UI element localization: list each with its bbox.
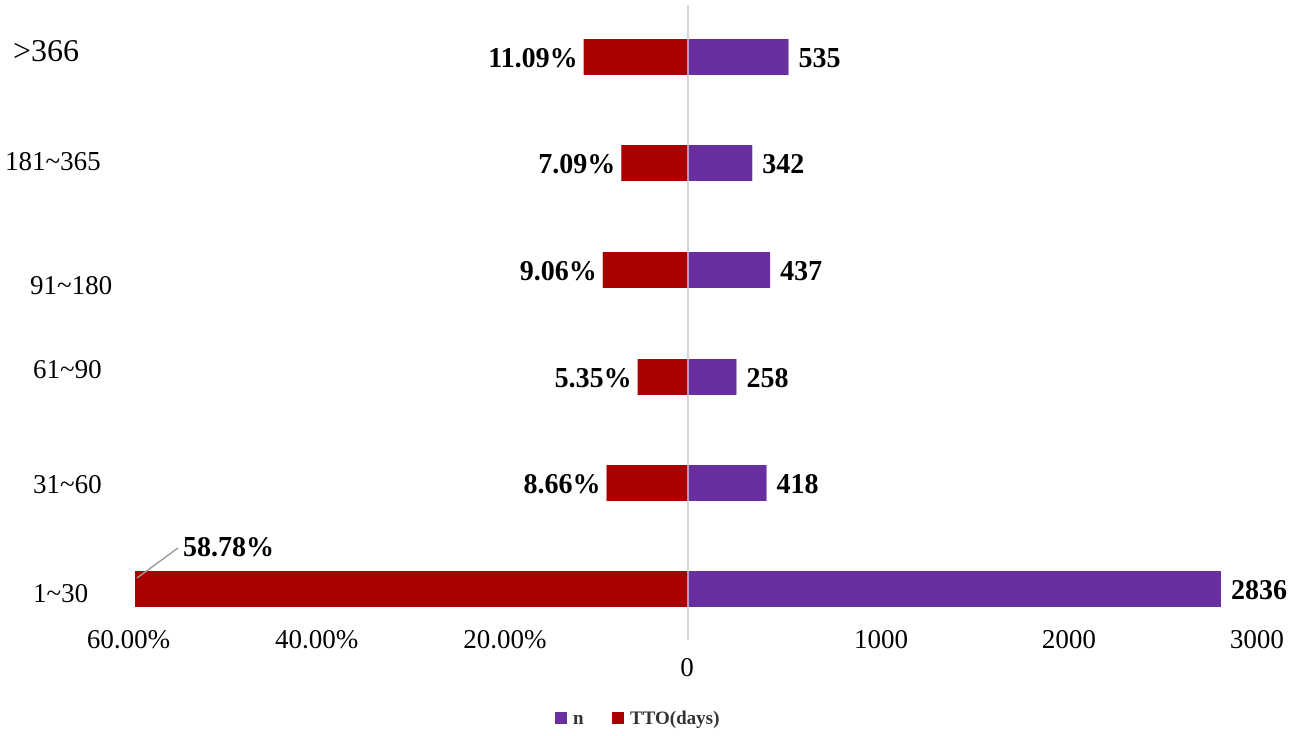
left-tick-2: 20.00% [463,624,546,654]
bar-n-2 [688,359,737,395]
left-tick-0: 60.00% [87,624,170,654]
bars-layer [135,39,1221,607]
bar-tto-4 [621,145,688,181]
bar-n-1 [688,465,767,501]
bar-tto-5 [583,39,688,75]
bar-tto-2 [637,359,688,395]
category-label-3: 91~180 [30,270,112,300]
bar-n-4 [688,145,753,181]
bar-n-0 [688,571,1221,607]
bar-n-5 [688,39,789,75]
category-labels: 1~30 31~60 61~90 91~180 181~365 >366 [5,32,112,608]
value-label-n-1: 418 [777,469,819,500]
bar-tto-1 [606,465,688,501]
value-label-tto-0: 58.78% [183,532,274,563]
value-label-tto-4: 7.09% [538,149,615,180]
value-label-n-2: 258 [746,363,788,394]
value-label-tto-2: 5.35% [555,363,632,394]
legend-label-0: n [573,708,584,729]
right-tick-2: 3000 [1230,624,1284,654]
category-label-5: >366 [13,32,79,68]
bar-tto-3 [602,252,688,288]
category-label-2: 61~90 [33,354,102,384]
bar-tto-0 [135,571,688,607]
value-label-n-0: 2836 [1231,575,1287,606]
right-tick-0: 1000 [854,624,908,654]
legend-swatch-0 [555,712,567,724]
value-label-n-5: 535 [799,43,841,74]
bar-n-3 [688,252,771,288]
legend: n TTO(days) [555,708,719,729]
category-label-4: 181~365 [5,146,101,176]
value-label-n-4: 342 [762,149,804,180]
center-zero-label: 0 [680,652,694,682]
callout-leader-line [136,547,179,579]
category-label-1: 31~60 [33,469,102,499]
value-label-tto-5: 11.09% [488,43,577,74]
value-labels: 2836 58.78% 418 8.66% 258 5.35% 437 9.06% 342 7.0… [136,43,1287,606]
legend-label-1: TTO(days) [630,708,719,729]
axis-tick-labels: 60.00% 40.00% 20.00% 1000 2000 3000 0 [87,624,1284,682]
left-tick-1: 40.00% [275,624,358,654]
category-label-0: 1~30 [33,578,88,608]
value-label-n-3: 437 [780,256,822,287]
right-tick-1: 2000 [1042,624,1096,654]
value-label-tto-1: 8.66% [524,469,601,500]
value-label-tto-3: 9.06% [520,256,597,287]
legend-swatch-1 [612,712,624,724]
